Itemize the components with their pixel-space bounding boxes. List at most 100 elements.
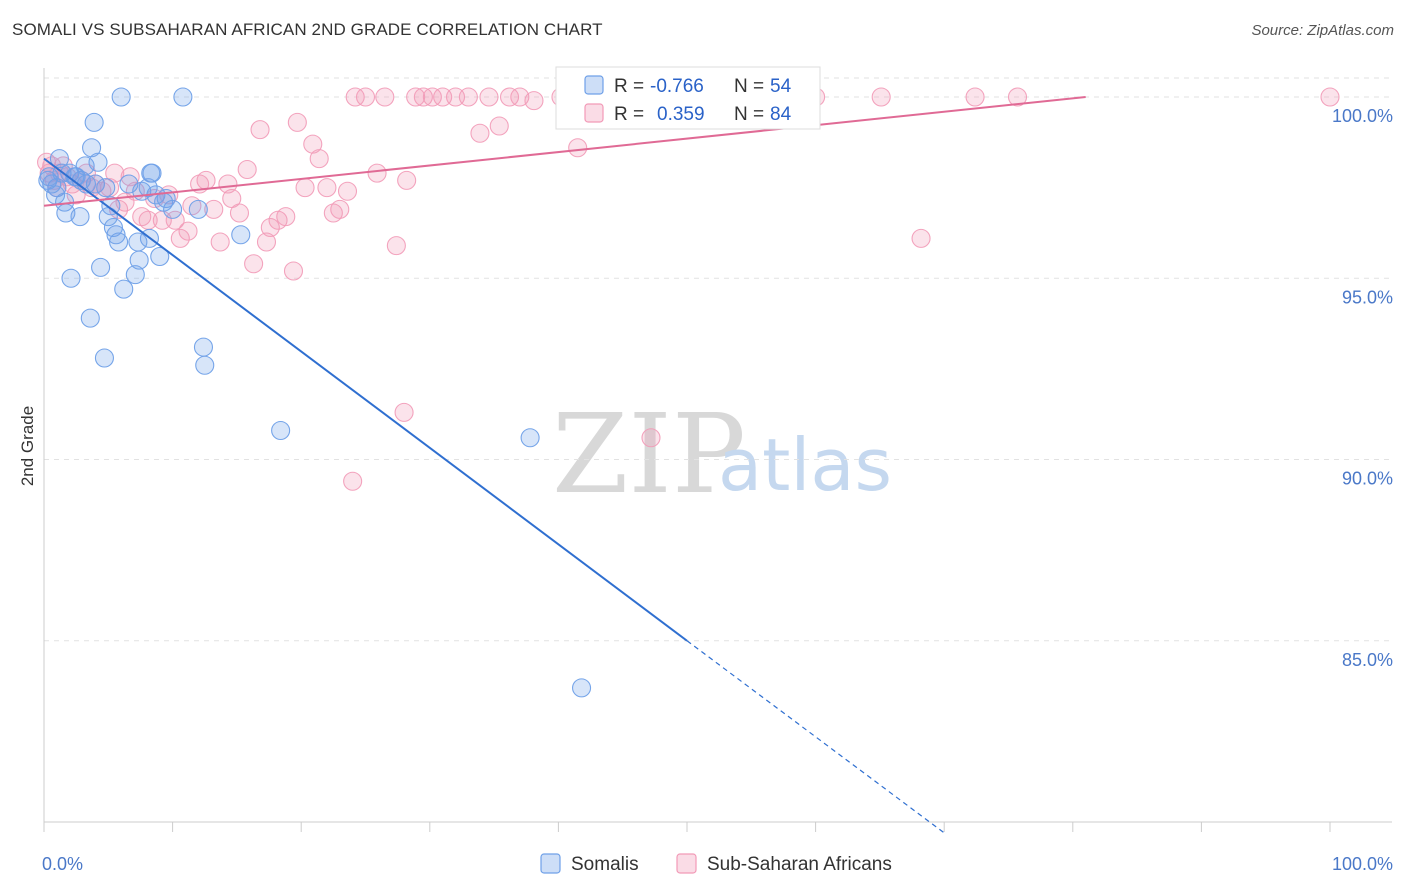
subsaharan-point xyxy=(276,207,296,227)
subsaharan-point xyxy=(287,112,307,132)
subsaharan-point xyxy=(489,116,509,136)
subsaharan-point xyxy=(283,261,304,281)
x-tick-labels: 0.0% 100.0% xyxy=(42,854,1393,874)
subsaharan-point xyxy=(256,232,277,252)
legend-n-label-subsaharan: N = xyxy=(734,104,764,125)
legend-swatch-somalis xyxy=(584,75,604,95)
subsaharan-point xyxy=(641,428,661,448)
subsaharan-point xyxy=(1320,87,1340,107)
subsaharan-point xyxy=(196,170,216,190)
subsaharan-point xyxy=(1007,87,1028,107)
somalis-point xyxy=(101,196,121,216)
subsaharan-point xyxy=(170,228,190,248)
legend-n-label-somalis: N = xyxy=(734,76,764,97)
watermark-zip: ZIP xyxy=(552,390,746,518)
somalis-point xyxy=(88,152,108,172)
subsaharan-point xyxy=(422,87,442,107)
subsaharan-point xyxy=(330,199,350,219)
somalis-point xyxy=(61,268,81,288)
subsaharan-point xyxy=(397,170,417,190)
somalis-point xyxy=(571,678,592,698)
somalis-point xyxy=(84,112,104,132)
subsaharan-point xyxy=(871,87,891,107)
somalis-point xyxy=(142,163,162,183)
subsaharan-point xyxy=(309,149,329,169)
y-tick-label: 85.0% xyxy=(1342,650,1393,670)
subsaharan-point xyxy=(260,217,280,238)
somalis-point xyxy=(103,217,123,238)
subsaharan-point xyxy=(250,120,270,140)
legend-n-value-subsaharan: 84 xyxy=(770,104,792,125)
y-tick-label: 95.0% xyxy=(1342,287,1393,307)
subsaharan-point xyxy=(499,87,520,107)
somalis-point xyxy=(60,163,80,183)
somalis-trend-line xyxy=(43,157,688,642)
subsaharan-point xyxy=(470,123,490,143)
somalis-point xyxy=(70,207,90,227)
somalis-point xyxy=(49,149,69,169)
subsaharan-point xyxy=(343,471,363,491)
subsaharan-point xyxy=(218,174,238,194)
subsaharan-trend-line xyxy=(43,96,1086,207)
somalis-point xyxy=(231,225,251,245)
subsaharan-point xyxy=(568,138,588,158)
y-tick-label: 100.0% xyxy=(1332,106,1393,126)
somalis-point xyxy=(94,348,114,368)
subsaharan-point xyxy=(479,87,499,107)
subsaharan-point xyxy=(965,87,985,107)
bottom-legend: Somalis Sub-Saharan Africans xyxy=(540,853,892,875)
subsaharan-point xyxy=(244,254,264,274)
somalis-point xyxy=(150,246,170,267)
subsaharan-point xyxy=(524,91,544,111)
subsaharan-point xyxy=(210,232,230,252)
somalis-point xyxy=(138,178,158,198)
y-axis-label: 2nd Grade xyxy=(18,406,37,486)
legend-swatch-subsaharan xyxy=(584,103,604,123)
subsaharan-point xyxy=(317,178,337,198)
subsaharan-point xyxy=(375,87,395,107)
somalis-point xyxy=(96,178,116,198)
subsaharan-point xyxy=(182,196,202,216)
subsaharan-point xyxy=(337,181,358,201)
subsaharan-point xyxy=(510,87,530,107)
bottom-legend-label-subsaharan: Sub-Saharan Africans xyxy=(707,854,892,875)
y-tick-labels: 85.0% 90.0% 95.0% 100.0% xyxy=(1332,106,1393,670)
subsaharan-point xyxy=(458,87,478,107)
subsaharan-point xyxy=(295,178,315,198)
subsaharan-point xyxy=(105,163,125,183)
subsaharan-point xyxy=(386,236,406,256)
axes xyxy=(43,68,1392,832)
watermark-atlas: atlas xyxy=(718,423,892,507)
subsaharan-point xyxy=(345,87,365,107)
x-tick-label: 0.0% xyxy=(42,854,83,874)
subsaharan-point xyxy=(120,167,140,187)
legend-n-value-somalis: 54 xyxy=(770,76,792,97)
chart-title: SOMALI VS SUBSAHARAN AFRICAN 2ND GRADE C… xyxy=(12,20,603,39)
subsaharan-point xyxy=(406,87,426,107)
legend-r-value-somalis: -0.766 xyxy=(650,76,704,97)
bottom-legend-swatch-subsaharan xyxy=(676,853,697,874)
somalis-point xyxy=(129,250,149,270)
somalis-trend-extension xyxy=(686,640,945,834)
somalis-point xyxy=(106,225,126,245)
subsaharan-point xyxy=(323,203,343,223)
somalis-point xyxy=(80,308,100,328)
source-label: Source: ZipAtlas.com xyxy=(1251,22,1394,39)
somalis-point xyxy=(125,265,145,285)
legend-r-label-somalis: R = xyxy=(614,76,644,97)
subsaharan-point xyxy=(204,199,224,219)
subsaharan-point xyxy=(229,203,250,223)
bottom-legend-swatch-somalis xyxy=(540,853,561,874)
x-tick-label: 100.0% xyxy=(1332,854,1393,874)
subsaharan-point xyxy=(178,221,198,241)
legend-r-value-subsaharan: 0.359 xyxy=(657,104,705,125)
subsaharan-point xyxy=(394,402,414,422)
somalis-point xyxy=(111,87,131,107)
somalis-point xyxy=(114,279,134,299)
subsaharan-point xyxy=(132,207,152,227)
trend-lines xyxy=(43,96,1086,834)
legend-r-label-subsaharan: R = xyxy=(614,104,644,125)
subsaharan-point xyxy=(367,163,387,183)
subsaharan-point xyxy=(237,159,257,180)
